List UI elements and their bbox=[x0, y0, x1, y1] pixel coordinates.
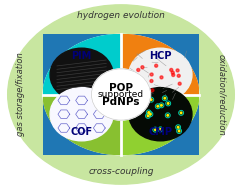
Bar bbox=[43, 34, 121, 94]
Ellipse shape bbox=[43, 34, 199, 155]
Circle shape bbox=[172, 74, 175, 77]
Circle shape bbox=[164, 98, 166, 99]
Text: HCP: HCP bbox=[149, 51, 172, 61]
Circle shape bbox=[136, 87, 139, 90]
Circle shape bbox=[150, 113, 151, 115]
Circle shape bbox=[141, 104, 143, 105]
Text: POP: POP bbox=[109, 83, 133, 93]
Circle shape bbox=[150, 80, 153, 82]
Circle shape bbox=[177, 74, 180, 77]
Ellipse shape bbox=[91, 69, 151, 120]
Bar bbox=[43, 94, 121, 155]
Circle shape bbox=[151, 89, 154, 92]
Text: COF: COF bbox=[70, 127, 93, 137]
Circle shape bbox=[148, 112, 150, 113]
Circle shape bbox=[155, 64, 158, 67]
Ellipse shape bbox=[43, 34, 199, 155]
Text: cross-coupling: cross-coupling bbox=[88, 167, 154, 176]
Circle shape bbox=[147, 115, 149, 117]
Text: hydrogen evolution: hydrogen evolution bbox=[77, 11, 165, 20]
Bar bbox=[121, 94, 199, 155]
Ellipse shape bbox=[129, 48, 192, 101]
Circle shape bbox=[146, 88, 149, 91]
Text: PIM: PIM bbox=[71, 51, 92, 61]
Ellipse shape bbox=[43, 34, 199, 155]
Circle shape bbox=[167, 103, 169, 104]
Circle shape bbox=[177, 126, 179, 128]
Circle shape bbox=[178, 130, 180, 132]
Text: supported: supported bbox=[98, 90, 144, 99]
Circle shape bbox=[171, 71, 174, 74]
Circle shape bbox=[160, 129, 161, 130]
Circle shape bbox=[178, 82, 181, 85]
Ellipse shape bbox=[129, 88, 192, 141]
Ellipse shape bbox=[43, 34, 199, 155]
Circle shape bbox=[157, 105, 159, 107]
Text: gas storage/fixation: gas storage/fixation bbox=[16, 53, 25, 136]
Circle shape bbox=[137, 68, 140, 71]
Circle shape bbox=[151, 99, 152, 101]
Ellipse shape bbox=[43, 34, 199, 155]
Circle shape bbox=[150, 73, 153, 76]
Circle shape bbox=[154, 129, 156, 130]
Ellipse shape bbox=[50, 88, 113, 141]
Circle shape bbox=[167, 115, 168, 116]
Ellipse shape bbox=[50, 48, 113, 101]
Circle shape bbox=[176, 69, 179, 72]
Circle shape bbox=[170, 68, 173, 71]
Bar bbox=[121, 34, 199, 94]
Circle shape bbox=[141, 66, 144, 69]
Circle shape bbox=[160, 76, 163, 79]
Text: oxidation/reduction: oxidation/reduction bbox=[217, 54, 226, 135]
Circle shape bbox=[161, 105, 162, 106]
Text: PdNPs: PdNPs bbox=[102, 97, 140, 107]
Text: CMP: CMP bbox=[148, 127, 172, 137]
Ellipse shape bbox=[8, 5, 234, 184]
Circle shape bbox=[180, 112, 182, 114]
